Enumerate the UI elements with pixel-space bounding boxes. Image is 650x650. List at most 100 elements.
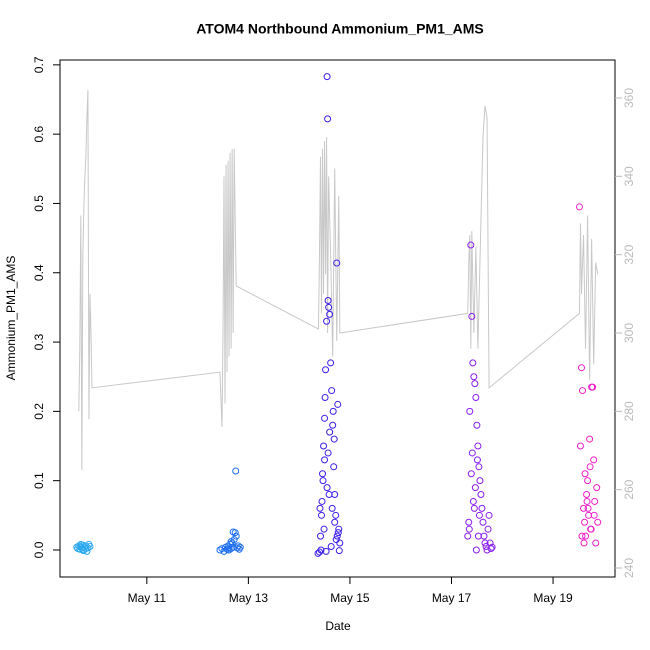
scatter-point bbox=[315, 548, 323, 556]
plot-frame bbox=[59, 59, 616, 578]
scatter-point bbox=[479, 518, 487, 526]
scatter-point bbox=[592, 539, 600, 547]
scatter-point bbox=[327, 543, 335, 551]
scatter-point bbox=[472, 546, 480, 554]
scatter-point bbox=[590, 511, 598, 519]
scatter-point bbox=[488, 543, 496, 551]
y-axis-label: Ammonium_PM1_AMS bbox=[4, 256, 18, 381]
scatter-point bbox=[586, 463, 594, 471]
y2-tick-label: 340 bbox=[622, 166, 636, 186]
scatter-point bbox=[583, 497, 591, 505]
scatter-point bbox=[465, 525, 473, 533]
scatter-point bbox=[581, 470, 589, 478]
line-series bbox=[78, 90, 599, 471]
y2-tick-label: 320 bbox=[622, 244, 636, 264]
x-tick-label: May 11 bbox=[128, 591, 167, 605]
scatter-point bbox=[581, 518, 589, 526]
y-tick-label: 0.5 bbox=[32, 195, 46, 212]
scatter-point bbox=[328, 504, 336, 512]
scatter-point bbox=[474, 532, 482, 540]
scatter-point bbox=[227, 538, 235, 546]
chart-title: ATOM4 Northbound Ammonium_PM1_AMS bbox=[196, 21, 484, 37]
y-tick-label: 0.3 bbox=[32, 333, 46, 350]
x-tick-label: May 13 bbox=[229, 591, 269, 605]
scatter-point bbox=[325, 491, 333, 499]
y2-tick-label: 260 bbox=[622, 479, 636, 499]
scatter-point bbox=[326, 428, 334, 436]
scatter-point bbox=[469, 359, 477, 367]
scatter-point bbox=[225, 546, 233, 554]
scatter-point bbox=[334, 529, 342, 537]
scatter-point bbox=[319, 470, 327, 478]
scatter-point bbox=[474, 442, 482, 450]
scatter-point bbox=[332, 511, 340, 519]
scatter-point bbox=[468, 312, 476, 320]
scatter-point bbox=[478, 504, 486, 512]
scatter-point bbox=[580, 504, 588, 512]
scatter-point bbox=[321, 394, 329, 402]
scatter-point bbox=[475, 511, 483, 519]
scatter-point bbox=[594, 518, 602, 526]
scatter-point bbox=[324, 449, 332, 457]
scatter-point bbox=[476, 477, 484, 485]
scatter-point bbox=[575, 203, 583, 211]
scatter-point bbox=[330, 463, 338, 471]
scatter-point bbox=[316, 504, 324, 512]
x-tick-label: May 19 bbox=[533, 591, 573, 605]
scatter-point bbox=[82, 545, 90, 553]
scatter-point bbox=[320, 442, 328, 450]
scatter-point bbox=[583, 491, 591, 499]
scatter-point bbox=[579, 387, 587, 395]
scatter-point bbox=[318, 497, 326, 505]
scatter-point bbox=[487, 545, 495, 553]
y2-tick-label: 240 bbox=[622, 558, 636, 578]
scatter-point bbox=[327, 359, 335, 367]
scatter-point bbox=[589, 383, 597, 391]
scatter-point bbox=[321, 456, 329, 464]
scatter-point bbox=[333, 259, 341, 267]
scatter-point bbox=[470, 373, 478, 381]
y-tick-label: 0.2 bbox=[32, 403, 46, 420]
scatter-point bbox=[323, 73, 331, 81]
scatter-point bbox=[467, 470, 475, 478]
scatter-point bbox=[464, 532, 472, 540]
scatter-point bbox=[477, 491, 485, 499]
scatter-point bbox=[86, 543, 94, 551]
scatter-point bbox=[322, 547, 330, 555]
scatter-point bbox=[471, 380, 479, 388]
scatter-point bbox=[232, 467, 240, 475]
y-tick-label: 0.4 bbox=[32, 264, 46, 281]
scatter-point bbox=[576, 442, 584, 450]
scatter-point bbox=[584, 504, 592, 512]
y-tick-label: 0.7 bbox=[32, 56, 46, 73]
scatter-point bbox=[332, 536, 340, 544]
scatter-point bbox=[473, 421, 481, 429]
scatter-point bbox=[321, 414, 329, 422]
scatter-point bbox=[229, 528, 237, 536]
scatter-point bbox=[320, 525, 328, 533]
scatter-point bbox=[319, 477, 327, 485]
scatter-point bbox=[587, 525, 595, 533]
scatter-point bbox=[318, 511, 326, 519]
scatter-point bbox=[77, 540, 85, 548]
x-tick-label: May 15 bbox=[330, 591, 370, 605]
scatter-point bbox=[331, 518, 339, 526]
scatter-point bbox=[336, 539, 344, 547]
scatter-point bbox=[322, 366, 330, 374]
scatter-point bbox=[329, 421, 337, 429]
scatter-point bbox=[580, 539, 588, 547]
scatter-point bbox=[330, 435, 338, 443]
scatter-point bbox=[584, 477, 592, 485]
y-tick-label: 0.1 bbox=[32, 472, 46, 489]
scatter-point bbox=[485, 511, 493, 519]
scatter-point bbox=[335, 547, 343, 555]
scatter-point bbox=[471, 484, 479, 492]
scatter-point bbox=[468, 449, 476, 457]
scatter-point bbox=[586, 435, 594, 443]
scatter-point bbox=[472, 394, 480, 402]
scatter-point bbox=[590, 456, 598, 464]
scatter-point bbox=[234, 542, 242, 550]
